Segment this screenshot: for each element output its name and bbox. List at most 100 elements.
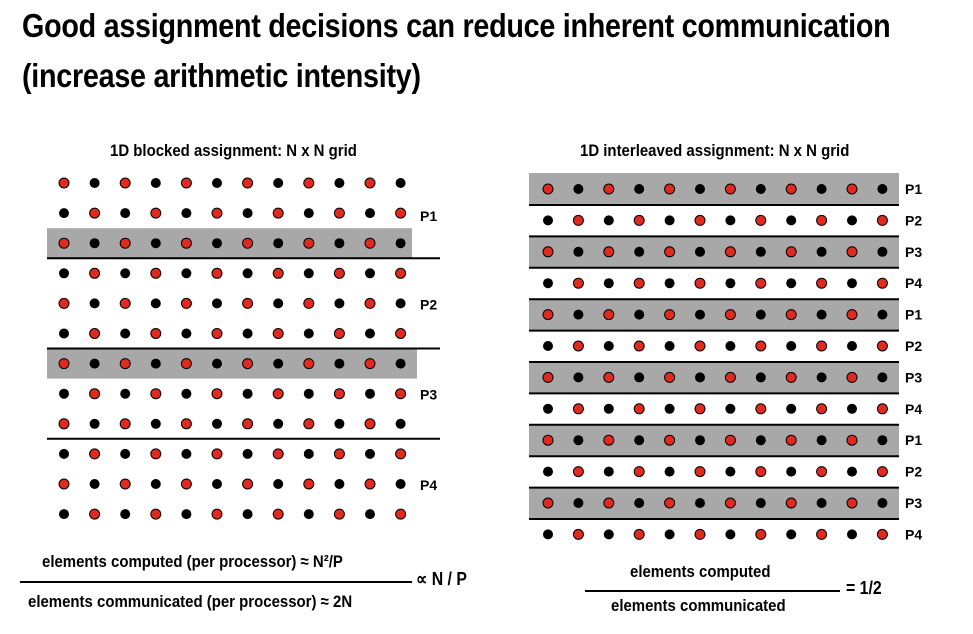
black-grid-point (334, 298, 345, 309)
red-grid-point (89, 508, 101, 520)
black-grid-point (59, 448, 69, 459)
red-grid-point (272, 328, 284, 339)
black-grid-point (273, 418, 284, 429)
highlight-band (47, 228, 412, 259)
black-grid-point (181, 268, 192, 279)
interleaved-denominator: elements communicated (611, 596, 786, 615)
black-grid-point (303, 208, 314, 219)
interleaved-assignment-heading: 1D interleaved assignment: N x N grid (580, 141, 850, 160)
black-grid-point (334, 479, 345, 489)
red-grid-point (242, 177, 254, 189)
black-grid-point (181, 509, 192, 520)
processor-label: P1 (420, 208, 437, 224)
black-grid-point (212, 418, 222, 429)
blocked-denominator: elements communicated (per processor) ≈ … (28, 592, 353, 611)
black-grid-point (365, 268, 375, 279)
black-grid-point (395, 178, 406, 188)
red-grid-point (242, 418, 254, 430)
black-grid-point (365, 509, 375, 520)
red-grid-point (180, 177, 192, 189)
red-grid-point (211, 267, 223, 279)
red-grid-point (364, 297, 376, 309)
red-grid-point (272, 267, 284, 279)
red-grid-point (395, 207, 407, 219)
black-grid-point (212, 479, 222, 489)
blocked-fraction-bar (20, 581, 412, 583)
black-grid-point (273, 178, 284, 188)
processor-label: P3 (420, 387, 437, 403)
red-grid-point (119, 297, 131, 309)
black-grid-point (242, 388, 253, 399)
red-grid-point (395, 388, 407, 400)
blocked-numerator: elements computed (per processor) ≈ N²/P (42, 552, 343, 571)
red-grid-point (180, 297, 192, 309)
red-grid-point (395, 267, 407, 279)
red-grid-point (272, 207, 284, 219)
red-grid-point (303, 297, 315, 309)
highlight-band (47, 348, 417, 379)
interleaved-fraction-bar (585, 590, 840, 592)
black-grid-point (120, 448, 131, 459)
red-grid-point (180, 358, 192, 370)
black-grid-point (181, 328, 192, 339)
black-grid-point (242, 509, 253, 520)
red-grid-point (180, 418, 192, 430)
black-grid-point (303, 509, 314, 520)
red-grid-point (395, 448, 407, 460)
red-grid-point (303, 418, 315, 430)
interleaved-result: = 1/2 (846, 578, 882, 598)
black-grid-point (242, 448, 253, 459)
black-grid-point (181, 448, 192, 459)
black-grid-point (59, 509, 69, 520)
black-grid-point (365, 328, 375, 339)
black-grid-point (303, 268, 314, 279)
red-grid-point (333, 207, 345, 219)
black-grid-point (181, 388, 192, 399)
red-grid-point (303, 237, 315, 249)
black-grid-point (273, 358, 284, 369)
red-grid-point (150, 388, 162, 400)
black-grid-point (120, 509, 131, 520)
black-grid-point (212, 298, 222, 309)
blocked-result: ∝ N / P (416, 569, 467, 589)
red-grid-point (150, 328, 162, 339)
black-grid-point (242, 268, 253, 279)
black-grid-point (89, 479, 100, 489)
black-grid-point (59, 328, 69, 339)
red-grid-point (272, 448, 284, 460)
red-grid-point (272, 388, 284, 400)
black-grid-point (395, 479, 406, 489)
black-grid-point (334, 238, 345, 249)
black-grid-point (365, 208, 375, 219)
black-grid-point (212, 178, 222, 188)
black-grid-point (59, 208, 69, 219)
black-grid-point (150, 358, 161, 369)
red-grid-point (119, 358, 131, 370)
red-grid-point (150, 448, 162, 460)
processor-label: P2 (420, 296, 437, 312)
red-grid-point (119, 177, 131, 189)
red-grid-point (211, 448, 223, 460)
red-grid-point (150, 207, 162, 219)
red-grid-point (180, 478, 192, 490)
black-grid-point (273, 479, 284, 489)
black-grid-point (59, 388, 69, 399)
red-grid-point (303, 358, 315, 370)
red-grid-point (272, 508, 284, 520)
red-grid-point (58, 358, 70, 370)
red-grid-point (58, 177, 70, 189)
red-grid-point (242, 237, 254, 249)
red-grid-point (89, 207, 101, 219)
black-grid-point (365, 388, 375, 399)
red-grid-point (364, 478, 376, 490)
red-grid-point (303, 478, 315, 490)
red-grid-point (150, 267, 162, 279)
processor-label: P4 (420, 477, 437, 493)
blocked-assignment-heading: 1D blocked assignment: N x N grid (110, 141, 357, 160)
red-grid-point (242, 297, 254, 309)
red-grid-point (58, 237, 70, 249)
black-grid-point (120, 328, 131, 339)
black-grid-point (395, 418, 406, 429)
red-grid-point (89, 388, 101, 400)
red-grid-point (211, 388, 223, 400)
